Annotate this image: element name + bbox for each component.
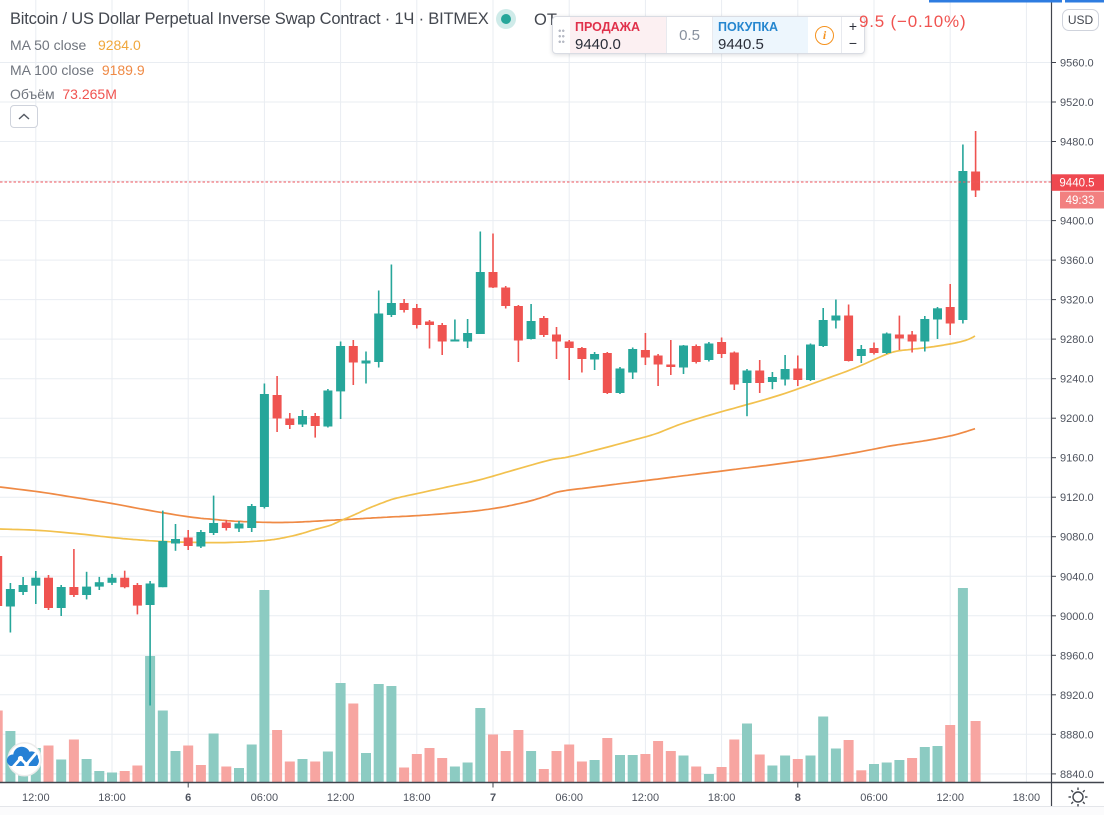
svg-text:18:00: 18:00 (1013, 792, 1041, 804)
svg-text:8880.0: 8880.0 (1060, 729, 1094, 741)
svg-text:8840.0: 8840.0 (1060, 769, 1094, 781)
svg-text:9480.0: 9480.0 (1060, 137, 1094, 149)
svg-text:9280.0: 9280.0 (1060, 334, 1094, 346)
svg-text:8960.0: 8960.0 (1060, 650, 1094, 662)
svg-text:18:00: 18:00 (98, 792, 126, 804)
svg-text:9320.0: 9320.0 (1060, 295, 1094, 307)
svg-text:06:00: 06:00 (555, 792, 583, 804)
svg-text:9360.0: 9360.0 (1060, 255, 1094, 267)
svg-text:6: 6 (185, 792, 191, 804)
svg-text:18:00: 18:00 (403, 792, 431, 804)
svg-text:49:33: 49:33 (1066, 195, 1095, 207)
svg-text:12:00: 12:00 (327, 792, 355, 804)
svg-text:7: 7 (490, 792, 496, 804)
svg-text:9560.0: 9560.0 (1060, 58, 1094, 70)
svg-text:12:00: 12:00 (632, 792, 660, 804)
svg-text:8920.0: 8920.0 (1060, 690, 1094, 702)
svg-text:9160.0: 9160.0 (1060, 453, 1094, 465)
svg-text:9400.0: 9400.0 (1060, 216, 1094, 228)
svg-text:12:00: 12:00 (22, 792, 50, 804)
svg-text:9000.0: 9000.0 (1060, 611, 1094, 623)
svg-text:9040.0: 9040.0 (1060, 571, 1094, 583)
svg-text:9120.0: 9120.0 (1060, 492, 1094, 504)
svg-text:06:00: 06:00 (860, 792, 888, 804)
svg-text:9520.0: 9520.0 (1060, 97, 1094, 109)
svg-text:8: 8 (795, 792, 801, 804)
svg-text:9200.0: 9200.0 (1060, 413, 1094, 425)
svg-text:12:00: 12:00 (936, 792, 964, 804)
svg-text:9440.5: 9440.5 (1059, 178, 1094, 190)
svg-text:9240.0: 9240.0 (1060, 374, 1094, 386)
svg-text:06:00: 06:00 (251, 792, 279, 804)
svg-text:9080.0: 9080.0 (1060, 532, 1094, 544)
svg-text:18:00: 18:00 (708, 792, 736, 804)
